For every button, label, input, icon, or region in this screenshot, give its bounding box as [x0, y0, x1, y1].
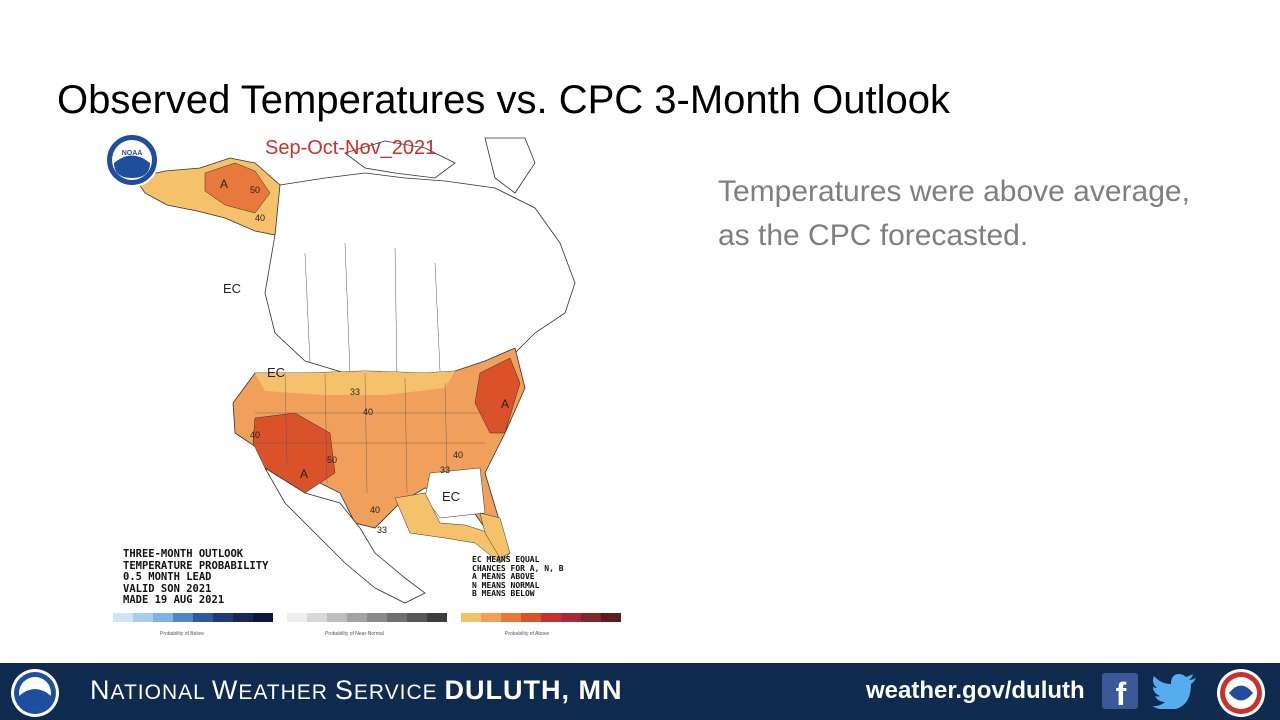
side-text: Temperatures were above average, as the … — [718, 170, 1190, 258]
label-a-southwest: A — [300, 467, 308, 481]
label-ec-border: EC — [267, 365, 285, 380]
scale-above-7 — [581, 613, 601, 622]
southeast-ec-area — [424, 467, 486, 519]
scale-normal-4 — [347, 613, 367, 622]
scale-below-6 — [213, 613, 233, 622]
scale-normal-8 — [427, 613, 447, 622]
scale-below-1 — [113, 613, 133, 622]
scale-below-4 — [173, 613, 193, 622]
slide-title: Observed Temperatures vs. CPC 3-Month Ou… — [57, 78, 950, 122]
label-33-southeast: 33 — [440, 465, 450, 475]
scale-below-8 — [253, 613, 273, 622]
nws-footer-logo — [1217, 669, 1265, 717]
scale-above-5 — [541, 613, 561, 622]
scale-above-caption: Probability of Above — [505, 631, 550, 637]
label-50-alaska: 50 — [250, 185, 260, 195]
outlook-legend-block: EC MEANS EQUAL CHANCES FOR A, N, B A MEA… — [472, 555, 564, 599]
outlook-map-panel: EC EC EC A A A 50 40 33 40 40 50 40 33 3… — [105, 133, 635, 638]
label-50-southwest: 50 — [327, 455, 337, 465]
label-40-southeast: 40 — [453, 450, 463, 460]
scale-normal-2 — [307, 613, 327, 622]
scale-normal-3 — [327, 613, 347, 622]
legend-line: N MEANS NORMAL — [472, 580, 540, 590]
state-lines — [255, 372, 485, 494]
scale-above-6 — [561, 613, 581, 622]
probability-scale — [113, 613, 621, 622]
scale-normal-7 — [407, 613, 427, 622]
greenland — [484, 137, 536, 194]
scale-below-2 — [133, 613, 153, 622]
info-line: TEMPERATURE PROBABILITY — [123, 559, 269, 572]
side-text-line1: Temperatures were above average, — [718, 175, 1190, 208]
scale-normal-1 — [287, 613, 307, 622]
label-33-texas: 33 — [377, 525, 387, 535]
facebook-glyph: f — [1116, 676, 1127, 709]
scale-below-5 — [193, 613, 213, 622]
footer-url[interactable]: weather.gov/duluth — [866, 677, 1085, 704]
noaa-logo: NOAA — [105, 133, 159, 187]
map-period-title: Sep-Oct-Nov_2021 — [265, 137, 437, 159]
outlook-info-block: THREE-MONTH OUTLOOK TEMPERATURE PROBABIL… — [123, 548, 269, 607]
label-40-plains: 40 — [363, 407, 373, 417]
label-ec-canada: EC — [223, 281, 241, 296]
legend-line: B MEANS BELOW — [472, 589, 535, 598]
scale-below-7 — [233, 613, 253, 622]
twitter-icon[interactable] — [1152, 673, 1198, 709]
label-40-south: 40 — [370, 505, 380, 515]
scale-normal-6 — [387, 613, 407, 622]
scale-above-4 — [521, 613, 541, 622]
canada-provinces — [304, 242, 441, 379]
label-60-west: 40 — [250, 430, 260, 440]
scale-below-3 — [153, 613, 173, 622]
outlook-map: EC EC EC A A A 50 40 33 40 40 50 40 33 3… — [113, 137, 621, 622]
info-line: THREE-MONTH OUTLOOK — [123, 548, 244, 560]
florida — [479, 512, 511, 559]
legend-line: EC MEANS EQUAL — [472, 555, 540, 564]
label-a-alaska: A — [220, 177, 228, 191]
label-ec-southeast: EC — [442, 489, 460, 504]
scale-below-caption: Probability of Below — [160, 631, 204, 637]
footer-bar: NATIONAL WEATHER SERVICE DULUTH, MN weat… — [0, 663, 1280, 720]
label-33-plains: 33 — [350, 387, 360, 397]
scale-normal-5 — [367, 613, 387, 622]
side-text-line2: as the CPC forecasted. — [718, 219, 1029, 252]
mexico-shape — [264, 467, 426, 604]
canada-shape — [264, 172, 576, 379]
noaa-logo-text: NOAA — [122, 150, 143, 157]
northeast-core — [474, 357, 521, 434]
noaa-footer-logo — [11, 669, 59, 717]
footer-title: NATIONAL WEATHER SERVICE DULUTH, MN — [90, 675, 623, 705]
label-a-northeast: A — [501, 397, 509, 411]
facebook-icon[interactable]: f — [1102, 673, 1138, 712]
info-line: VALID SON 2021 — [123, 582, 212, 595]
legend-line: CHANCES FOR A, N, B — [472, 563, 564, 573]
arctic-islands — [344, 140, 456, 179]
scale-above-8 — [601, 613, 621, 622]
scale-above-3 — [501, 613, 521, 622]
scale-normal-caption: Probability of Near-Normal — [325, 631, 384, 637]
info-line: MADE 19 AUG 2021 — [123, 594, 225, 606]
scale-above-1 — [461, 613, 481, 622]
alaska-core — [204, 162, 271, 214]
scale-above-2 — [481, 613, 501, 622]
legend-line: A MEANS ABOVE — [472, 572, 535, 581]
label-40-alaska: 40 — [255, 213, 265, 223]
info-line: 0.5 MONTH LEAD — [123, 571, 212, 583]
